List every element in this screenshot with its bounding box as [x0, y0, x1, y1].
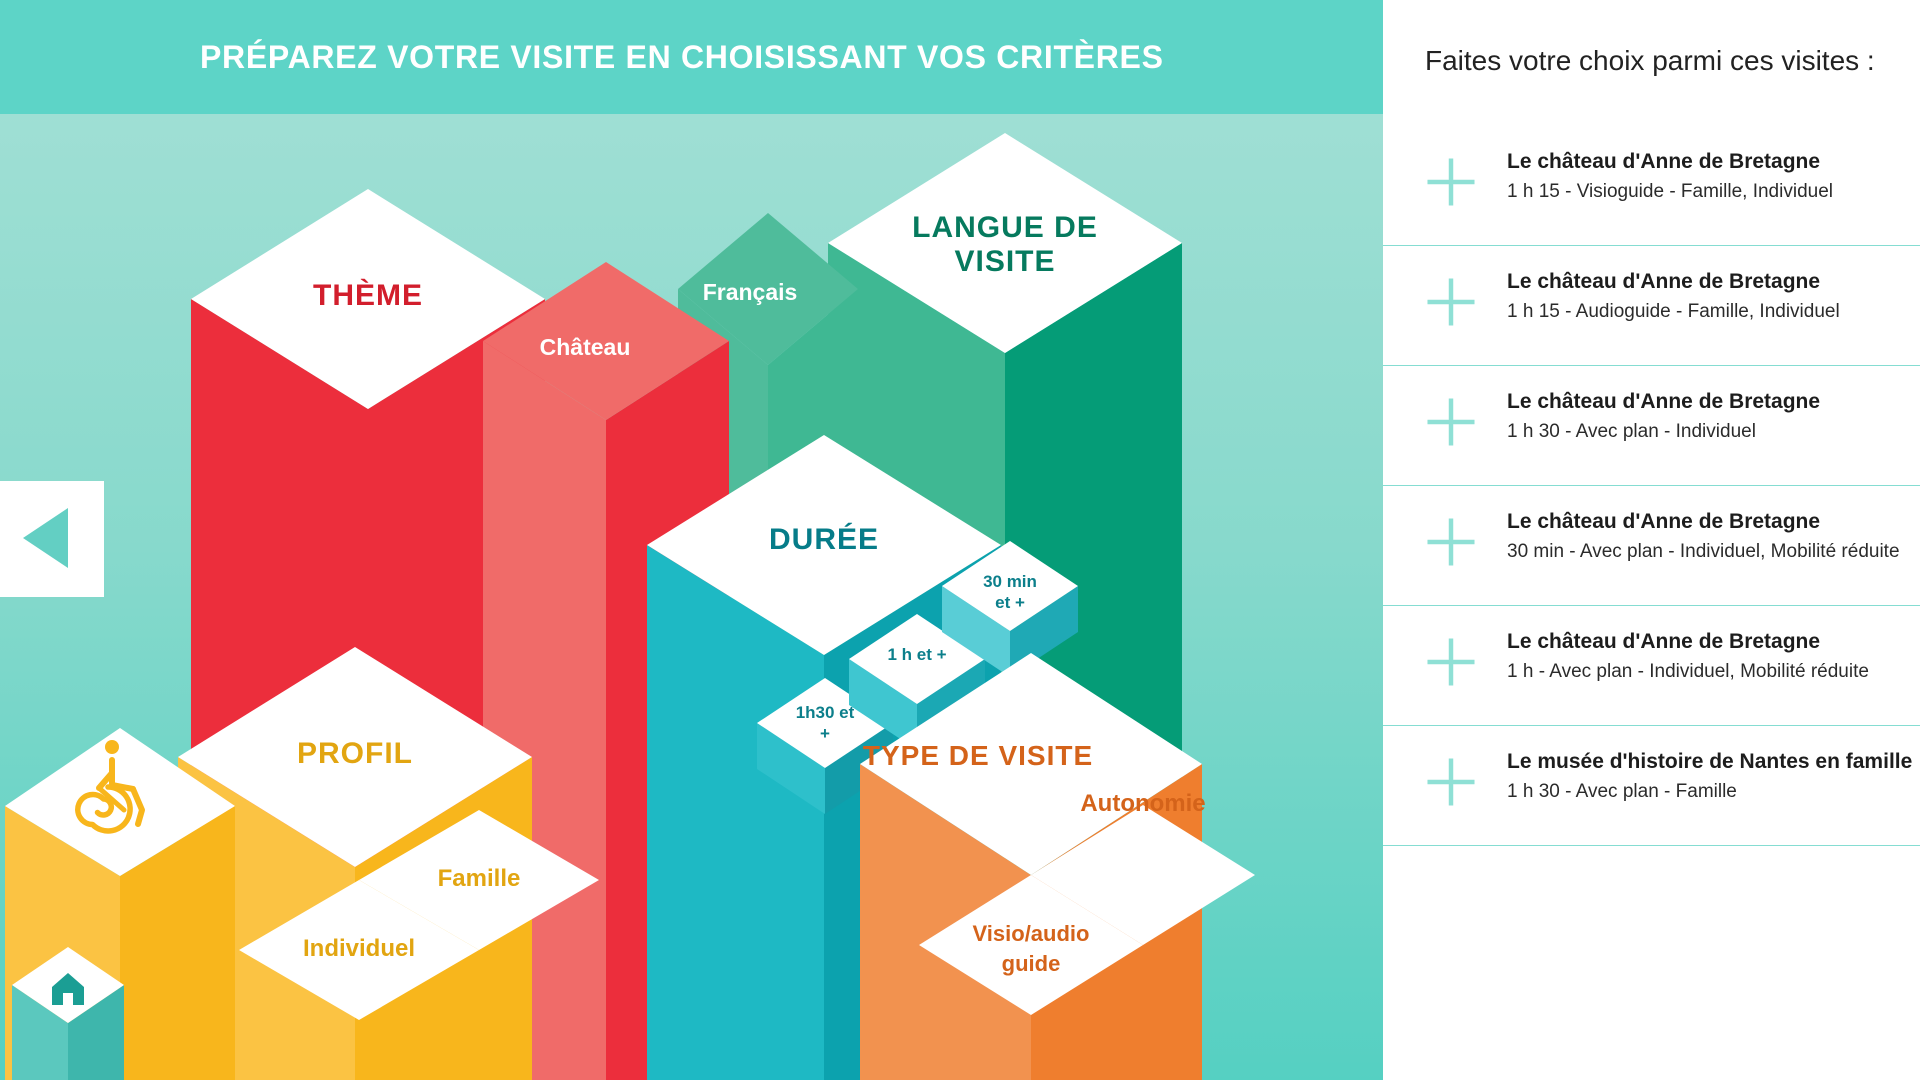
svg-text:+: + [820, 724, 830, 743]
svg-text:TYPE DE VISITE: TYPE DE VISITE [863, 740, 1093, 771]
svg-text:Individuel: Individuel [303, 935, 415, 962]
svg-text:30 min: 30 min [983, 572, 1037, 591]
svg-text:PROFIL: PROFIL [297, 737, 413, 770]
svg-text:VISITE: VISITE [954, 245, 1055, 278]
svg-text:1 h et +: 1 h et + [887, 645, 946, 664]
svg-text:LANGUE DE: LANGUE DE [912, 211, 1098, 244]
svg-text:et +: et + [995, 593, 1025, 612]
svg-text:THÈME: THÈME [313, 278, 423, 312]
svg-text:Visio/audio: Visio/audio [973, 921, 1090, 946]
svg-text:Château: Château [540, 334, 631, 360]
svg-text:Famille: Famille [438, 865, 521, 892]
svg-text:1h30 et: 1h30 et [796, 703, 855, 722]
svg-text:Autonomie: Autonomie [1080, 790, 1205, 817]
svg-text:DURÉE: DURÉE [769, 522, 879, 556]
svg-text:guide: guide [1002, 951, 1061, 976]
svg-text:Français: Français [703, 279, 798, 305]
